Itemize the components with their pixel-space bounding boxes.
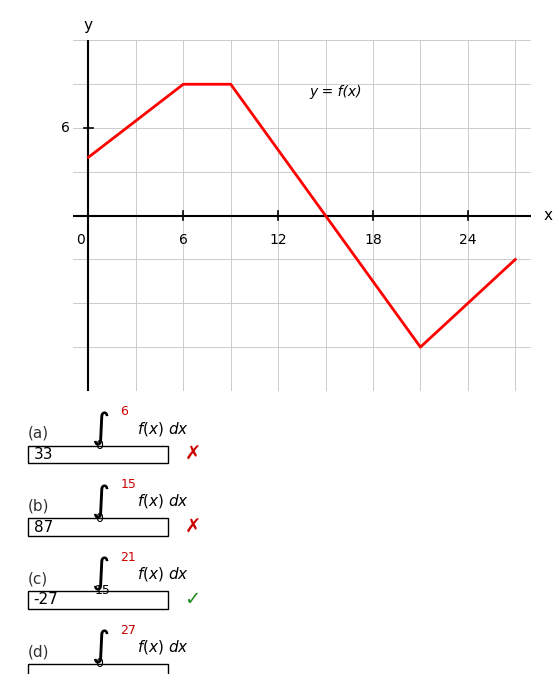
Text: $\int$: $\int$ xyxy=(92,555,110,593)
Text: 24: 24 xyxy=(459,233,477,247)
Bar xyxy=(28,591,168,609)
Text: 6: 6 xyxy=(120,406,128,419)
Bar xyxy=(28,664,168,674)
Text: (c): (c) xyxy=(28,572,48,586)
Text: 15: 15 xyxy=(95,584,111,597)
Text: 21: 21 xyxy=(120,551,136,564)
Text: 6: 6 xyxy=(179,233,188,247)
Text: 18: 18 xyxy=(364,233,382,247)
Text: 6: 6 xyxy=(60,121,69,135)
Text: $\int$: $\int$ xyxy=(92,483,110,520)
Text: -27: -27 xyxy=(34,592,58,607)
Text: (d): (d) xyxy=(28,644,49,659)
Text: 33: 33 xyxy=(34,447,53,462)
Text: $\int$: $\int$ xyxy=(92,410,110,448)
Text: ✗: ✗ xyxy=(184,518,201,537)
Text: $f(x)\ dx$: $f(x)\ dx$ xyxy=(137,565,189,583)
Text: 12: 12 xyxy=(269,233,287,247)
Bar xyxy=(28,518,168,536)
Text: $f(x)\ dx$: $f(x)\ dx$ xyxy=(137,493,189,510)
Text: 0: 0 xyxy=(95,512,103,524)
Text: y = f(x): y = f(x) xyxy=(310,84,362,98)
Text: 15: 15 xyxy=(120,479,136,491)
Text: 87: 87 xyxy=(34,520,53,534)
Text: 27: 27 xyxy=(120,624,136,637)
Text: 0: 0 xyxy=(95,439,103,452)
Text: x: x xyxy=(544,208,553,223)
Text: $f(x)\ dx$: $f(x)\ dx$ xyxy=(137,638,189,656)
Text: $f(x)\ dx$: $f(x)\ dx$ xyxy=(137,420,189,437)
Text: y: y xyxy=(84,18,93,33)
Text: 0: 0 xyxy=(76,233,85,247)
Text: ✓: ✓ xyxy=(184,590,201,609)
Text: (a): (a) xyxy=(28,426,49,441)
Text: $\int$: $\int$ xyxy=(92,628,110,666)
Bar xyxy=(28,446,168,463)
Text: ✗: ✗ xyxy=(184,445,201,464)
Text: (b): (b) xyxy=(28,499,49,514)
Text: 0: 0 xyxy=(95,657,103,670)
